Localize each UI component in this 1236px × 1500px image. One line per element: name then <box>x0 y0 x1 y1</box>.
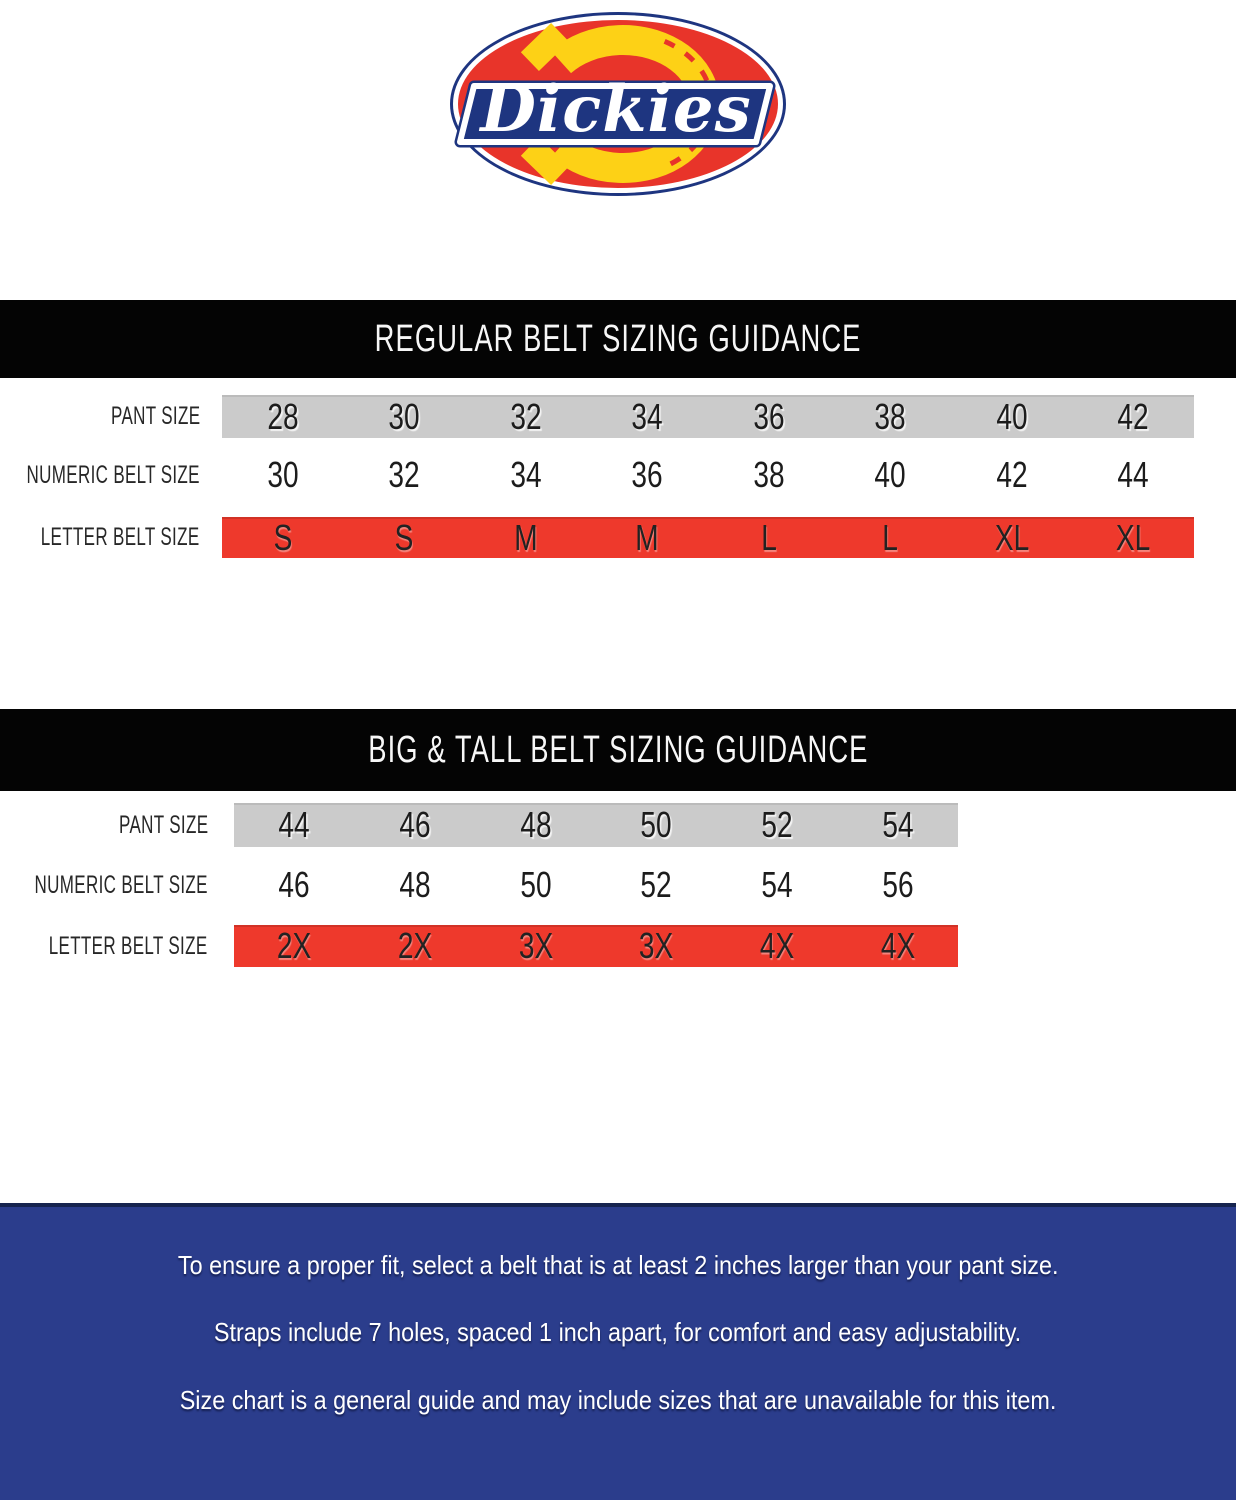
regular-numeric-belt-size-row: 30 32 34 36 38 40 42 44 <box>222 454 1194 495</box>
size-cell: 32 <box>388 454 420 495</box>
size-cell: 4X <box>880 925 915 966</box>
size-cell: M <box>635 516 659 558</box>
size-cell: 44 <box>278 804 310 845</box>
size-cell: 54 <box>882 804 914 845</box>
size-cell: 2X <box>277 925 312 966</box>
big-tall-sizing-title: BIG & TALL BELT SIZING GUIDANCE <box>367 728 869 771</box>
size-cell: 54 <box>761 864 793 905</box>
size-cell: L <box>882 516 899 558</box>
size-cell: 34 <box>631 395 663 437</box>
size-cell: 52 <box>761 804 793 845</box>
logo-banner <box>454 80 776 148</box>
regular-pant-size-label: PANT SIZE <box>110 402 200 430</box>
size-cell: XL <box>994 516 1029 558</box>
fit-note: To ensure a proper fit, select a belt th… <box>177 1250 1059 1280</box>
size-cell: M <box>514 516 538 558</box>
size-cell: S <box>394 516 414 558</box>
regular-sizing-title: REGULAR BELT SIZING GUIDANCE <box>374 317 862 360</box>
fit-note: Size chart is a general guide and may in… <box>179 1385 1057 1415</box>
size-cell: S <box>273 516 293 558</box>
size-cell: 30 <box>267 454 299 495</box>
size-cell: 36 <box>631 454 663 495</box>
size-cell: 38 <box>753 454 785 495</box>
bigtall-pant-size-label: PANT SIZE <box>118 810 208 839</box>
bigtall-letter-belt-size-label: LETTER BELT SIZE <box>49 931 208 960</box>
size-cell: L <box>760 516 777 558</box>
size-cell: 2X <box>397 925 433 966</box>
size-cell: 48 <box>520 804 552 845</box>
size-cell: 4X <box>759 925 795 966</box>
big-tall-sizing-banner: BIG & TALL BELT SIZING GUIDANCE <box>0 709 1236 791</box>
size-cell: 56 <box>882 864 914 905</box>
size-cell: 50 <box>520 864 552 905</box>
size-cell: 3X <box>639 925 674 966</box>
bigtall-numeric-belt-size-row: 46 48 50 52 54 56 <box>234 864 958 905</box>
regular-letter-belt-size-label: LETTER BELT SIZE <box>41 523 200 551</box>
dickies-logo: Dickies <box>448 6 788 202</box>
size-cell: 50 <box>640 804 672 845</box>
bigtall-numeric-belt-size-label: NUMERIC BELT SIZE <box>34 870 208 899</box>
size-cell: 32 <box>510 395 542 437</box>
size-cell: 40 <box>874 454 906 495</box>
size-cell: 48 <box>399 864 431 905</box>
size-cell: 52 <box>640 864 672 905</box>
regular-pant-size-row: 28 30 32 34 36 38 40 42 <box>222 395 1194 438</box>
regular-sizing-banner: REGULAR BELT SIZING GUIDANCE <box>0 300 1236 378</box>
bigtall-pant-size-row: 44 46 48 50 52 54 <box>234 803 958 847</box>
size-cell: 46 <box>399 804 431 845</box>
fit-note: Straps include 7 holes, spaced 1 inch ap… <box>214 1317 1022 1347</box>
size-cell: 36 <box>753 395 785 437</box>
fit-notes-footer: To ensure a proper fit, select a belt th… <box>0 1203 1236 1500</box>
bigtall-letter-belt-size-row: 2X 2X 3X 3X 4X 4X <box>234 925 958 967</box>
size-cell: 42 <box>996 454 1028 495</box>
size-cell: 44 <box>1117 454 1149 495</box>
regular-numeric-belt-size-label: NUMERIC BELT SIZE <box>26 460 200 489</box>
size-cell: XL <box>1116 516 1151 558</box>
dickies-logo-graphic: Dickies <box>450 12 786 196</box>
size-cell: 30 <box>388 395 420 437</box>
size-cell: 40 <box>996 395 1028 437</box>
size-cell: 3X <box>518 925 553 966</box>
logo-wordmark: Dickies <box>478 72 751 147</box>
size-cell: 28 <box>267 395 299 437</box>
size-cell: 46 <box>278 864 310 905</box>
regular-letter-belt-size-row: S S M M L L XL XL <box>222 517 1194 558</box>
size-cell: 34 <box>510 454 542 495</box>
size-cell: 42 <box>1117 395 1149 437</box>
size-cell: 38 <box>874 395 906 437</box>
